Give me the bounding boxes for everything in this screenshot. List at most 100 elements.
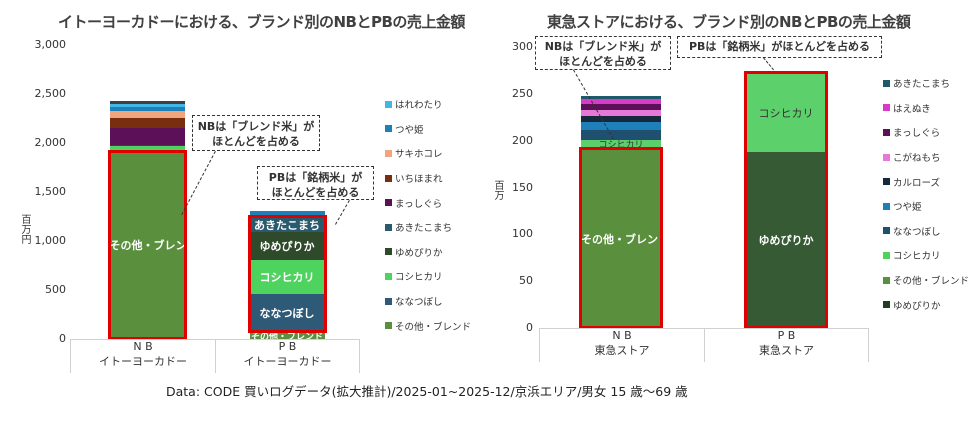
legend-swatch-icon (385, 272, 392, 280)
legend-item: はれわたり (385, 92, 471, 117)
bar-segment (581, 98, 661, 105)
legend-item: ななつぼし (385, 289, 471, 314)
annotation-text-line1: PBは「銘柄米」がほとんどを占める (688, 40, 871, 53)
legend-label: つや姫 (893, 202, 922, 214)
y-tick-label: 500 (45, 283, 66, 296)
legend-swatch-icon (385, 149, 392, 157)
bar-segment: その他・ブレンド (109, 151, 185, 339)
legend-item: あきたこまち (883, 71, 969, 96)
bar-segment (109, 145, 185, 152)
bar-segment (109, 117, 185, 129)
x-category-store: イトーヨーカドー (99, 355, 187, 368)
plot-area: その他・ブレンド コシヒカリ ゆめぴりか コシヒカリ (539, 47, 869, 329)
segment-label: ゆめぴりか (259, 239, 315, 253)
bar-segment (109, 128, 185, 145)
legend-swatch-icon (883, 79, 890, 87)
legend-label: つや姫 (395, 124, 424, 136)
legend-swatch-icon (883, 227, 890, 235)
legend-item: ゆめぴりか (883, 292, 969, 317)
x-category-label: P B 東急ストア (704, 328, 869, 362)
y-tick-label: 300 (512, 40, 533, 53)
legend-item: つや姫 (883, 194, 969, 219)
legend-label: あきたこまち (893, 79, 951, 91)
stacked-bar: ゆめぴりか コシヒカリ (746, 73, 826, 328)
y-tick-label: 50 (519, 274, 533, 288)
annotation-text-line1: NBは「ブレンド米」が (197, 120, 315, 133)
annotation-text-line2: ほとんどを占める (212, 135, 300, 148)
segment-label: その他・ブレンド (581, 232, 661, 246)
x-category-store: 東急ストア (759, 344, 814, 357)
x-category-store: イトーヨーカドー (243, 355, 332, 368)
legend-swatch-icon (883, 128, 890, 136)
legend-swatch-icon (385, 248, 392, 256)
legend-item: こがねもち (883, 145, 969, 170)
legend-label: はれわたり (395, 100, 443, 112)
bar-segment (581, 121, 661, 131)
legend-item: その他・ブレンド (883, 268, 969, 293)
legend-label: ななつぼし (893, 226, 941, 238)
legend-swatch-icon (385, 199, 392, 207)
legend-item: はえぬき (883, 96, 969, 121)
annotation-nb: NBは「ブレンド米」が ほとんどを占める (192, 115, 320, 151)
legend-swatch-icon (883, 251, 890, 259)
legend-swatch-icon (883, 301, 890, 309)
segment-label: ななつぼし (259, 307, 315, 321)
x-category-store: 東急ストア (594, 344, 650, 357)
legend: あきたこまち はえぬき まっしぐら こがねもち カルローズ つや姫 ななつぼし コシヒカリ その… (883, 71, 969, 317)
y-tick-label: 0 (526, 321, 533, 334)
ito-yokado-chart: イトーヨーカドーにおける、ブランド別のNBとPBの売上金額 百万円 3,000 2… (0, 0, 485, 373)
stacked-bar: その他・ブレンド ななつぼし コシヒカリ ゆめぴりか あきたこまち (249, 210, 325, 342)
annotation-text-line2: ほとんどを占める (559, 55, 647, 68)
stacked-bar: その他・ブレンド (109, 100, 185, 339)
y-tick-label: 250 (512, 86, 533, 100)
chart-title: イトーヨーカドーにおける、ブランド別のNBとPBの売上金額 (58, 13, 465, 31)
annotation-pb: PBは「銘柄米」が ほとんどを占める (257, 166, 374, 200)
legend-label: ななつぼし (395, 297, 443, 309)
legend-item: コシヒカリ (883, 243, 969, 268)
segment-label: あきたこまち (254, 218, 320, 232)
x-category-type: P B (777, 329, 796, 342)
annotation-text-line1: NBは「ブレンド米」が (544, 40, 662, 53)
bar-segment (109, 106, 185, 111)
legend-label: その他・ブレンド (395, 321, 472, 333)
legend-label: ゆめぴりか (893, 300, 941, 312)
bar-segment: コシヒカリ (746, 73, 826, 152)
legend-item: ゆめぴりか (385, 240, 471, 265)
data-source-note: Data: CODE 買いログデータ(拡大推計)/2025-01~2025-12… (166, 384, 688, 399)
y-axis-label: 百万円 (19, 214, 30, 244)
chart-title: 東急ストアにおける、ブランド別のNBとPBの売上金額 (547, 13, 911, 31)
bar-segment (581, 116, 661, 122)
y-tick-label: 0 (59, 332, 66, 345)
legend-label: はえぬき (893, 103, 931, 115)
x-category-label: P B イトーヨーカドー (215, 339, 360, 373)
y-tick-label: 2,500 (34, 87, 67, 100)
x-category-label: N B 東急ストア (539, 328, 704, 362)
legend-swatch-icon (385, 174, 392, 182)
bar-segment: ゆめぴりか (746, 151, 826, 328)
legend-label: コシヒカリ (893, 251, 941, 263)
legend-swatch-icon (385, 223, 392, 231)
segment-label: その他・ブレンド (109, 239, 185, 253)
y-tick-label: 100 (512, 227, 533, 241)
bar-segment: コシヒカリ (581, 139, 661, 151)
legend-item: あきたこまち (385, 215, 471, 240)
bar-segment (581, 109, 661, 117)
legend-item: その他・ブレンド (385, 313, 471, 338)
legend-label: こがねもち (893, 153, 941, 165)
legend-label: コシヒカリ (395, 272, 443, 284)
legend-item: コシヒカリ (385, 264, 471, 289)
bar-segment (109, 100, 185, 104)
bar-segment: その他・ブレンド (249, 332, 325, 342)
legend-swatch-icon (883, 104, 890, 112)
segment-label: コシヒカリ (758, 106, 814, 120)
x-category-type: P B (278, 340, 297, 353)
bar-segment: ななつぼし (249, 293, 325, 333)
legend: はれわたり つや姫 サキホコレ いちほまれ まっしぐら あきたこまち ゆめぴりか コシヒカリな… (385, 92, 471, 338)
legend-label: まっしぐら (893, 128, 941, 140)
bar-segment: ゆめぴりか (249, 232, 325, 260)
bar-segment (581, 130, 661, 140)
legend-item: サキホコレ (385, 141, 471, 166)
y-tick-label: 2,000 (34, 136, 67, 149)
stacked-bar: その他・ブレンド コシヒカリ (581, 95, 661, 328)
y-tick-label: 150 (512, 180, 533, 194)
